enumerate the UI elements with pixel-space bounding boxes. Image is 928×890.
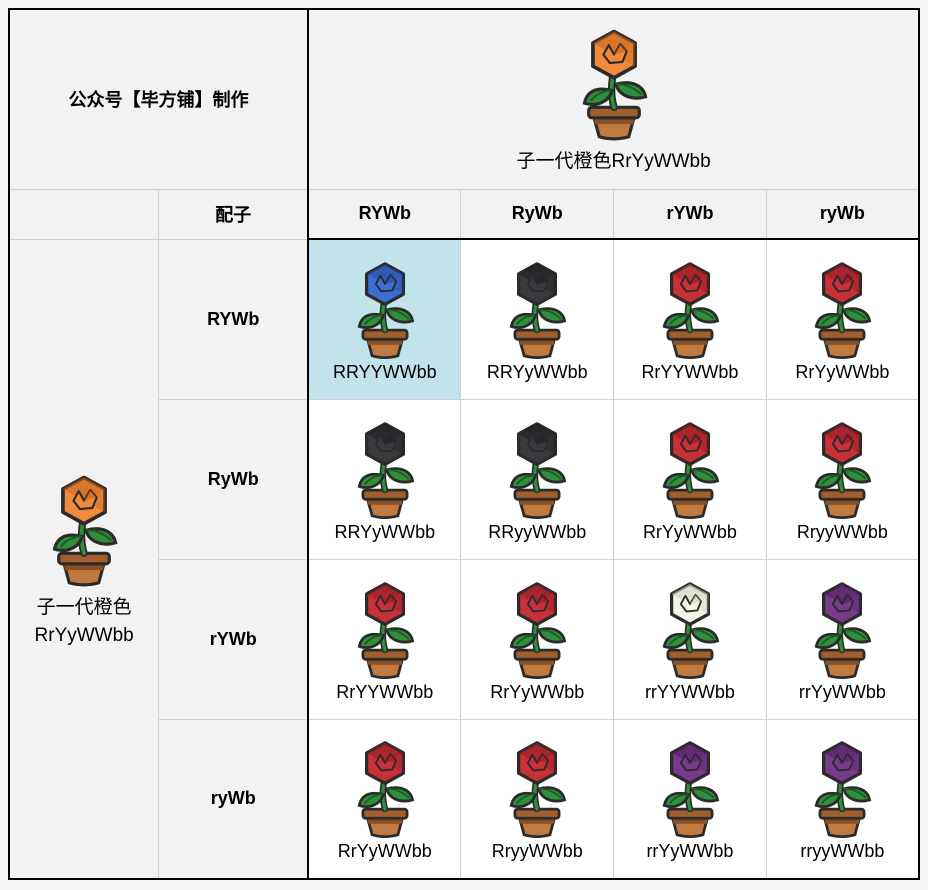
genotype: RRYYWWbb bbox=[333, 362, 437, 383]
cell-3-3: rryyWWbb bbox=[766, 719, 919, 879]
flower-icon bbox=[491, 576, 583, 680]
genotype: rrYyWWbb bbox=[646, 841, 733, 862]
cell-1-2: RrYyWWbb bbox=[614, 399, 767, 559]
cell-0-3: RrYyWWbb bbox=[766, 239, 919, 399]
parent-top-flower-icon bbox=[559, 23, 669, 141]
flower-icon bbox=[796, 576, 888, 680]
cell-2-3: rrYyWWbb bbox=[766, 559, 919, 719]
flower-icon bbox=[796, 256, 888, 360]
flower-icon bbox=[644, 735, 736, 839]
parent-left-flower-icon bbox=[29, 469, 139, 587]
punnett-square: 公众号【毕方铺】制作 子一代橙色RrYyWWbb 配子 RYWb RyWb rY… bbox=[8, 8, 920, 880]
cell-0-0: RRYYWWbb bbox=[308, 239, 461, 399]
flower-icon bbox=[339, 416, 431, 520]
genotype: RrYYWWbb bbox=[336, 682, 433, 703]
flower-icon bbox=[491, 735, 583, 839]
parent-top-label: 子一代橙色RrYyWWbb bbox=[516, 149, 710, 175]
genotype: RrYyWWbb bbox=[490, 682, 584, 703]
credit-cell: 公众号【毕方铺】制作 bbox=[9, 9, 308, 189]
row-gamete-3: ryWb bbox=[159, 719, 308, 879]
cell-1-3: RryyWWbb bbox=[766, 399, 919, 559]
credit-text: 公众号【毕方铺】制作 bbox=[69, 90, 249, 110]
flower-icon bbox=[339, 576, 431, 680]
cell-3-2: rrYyWWbb bbox=[614, 719, 767, 879]
parent-left-label-2: RrYyWWbb bbox=[35, 623, 134, 649]
genotype: rrYyWWbb bbox=[799, 682, 886, 703]
genotype: RRyyWWbb bbox=[488, 522, 586, 543]
genotype: RryyWWbb bbox=[492, 841, 583, 862]
flower-icon bbox=[644, 416, 736, 520]
flower-icon bbox=[644, 256, 736, 360]
cell-0-2: RrYYWWbb bbox=[614, 239, 767, 399]
genotype: rryyWWbb bbox=[800, 841, 884, 862]
row-gamete-2: rYWb bbox=[159, 559, 308, 719]
genotype: RrYyWWbb bbox=[338, 841, 432, 862]
cell-1-0: RRYyWWbb bbox=[308, 399, 461, 559]
parent-left-cell: 子一代橙色 RrYyWWbb bbox=[9, 239, 159, 879]
genotype: rrYYWWbb bbox=[645, 682, 735, 703]
genotype: RRYyWWbb bbox=[334, 522, 435, 543]
flower-icon bbox=[339, 735, 431, 839]
gamete-header: 配子 bbox=[159, 189, 308, 239]
cell-3-1: RryyWWbb bbox=[461, 719, 614, 879]
cell-2-2: rrYYWWbb bbox=[614, 559, 767, 719]
col-gamete-0: RYWb bbox=[308, 189, 461, 239]
parent-top-cell: 子一代橙色RrYyWWbb bbox=[308, 9, 919, 189]
genotype: RrYyWWbb bbox=[795, 362, 889, 383]
genotype: RryyWWbb bbox=[797, 522, 888, 543]
col-gamete-2: rYWb bbox=[614, 189, 767, 239]
flower-icon bbox=[491, 416, 583, 520]
row-gamete-1: RyWb bbox=[159, 399, 308, 559]
genotype: RrYyWWbb bbox=[643, 522, 737, 543]
col-gamete-3: ryWb bbox=[766, 189, 919, 239]
cell-0-1: RRYyWWbb bbox=[461, 239, 614, 399]
parent-left-label-1: 子一代橙色 bbox=[37, 595, 132, 621]
genotype: RrYYWWbb bbox=[641, 362, 738, 383]
spacer-cell bbox=[9, 189, 159, 239]
flower-icon bbox=[491, 256, 583, 360]
flower-icon bbox=[644, 576, 736, 680]
flower-icon bbox=[339, 256, 431, 360]
cell-1-1: RRyyWWbb bbox=[461, 399, 614, 559]
cell-3-0: RrYyWWbb bbox=[308, 719, 461, 879]
row-gamete-0: RYWb bbox=[159, 239, 308, 399]
cell-2-0: RrYYWWbb bbox=[308, 559, 461, 719]
flower-icon bbox=[796, 735, 888, 839]
cell-2-1: RrYyWWbb bbox=[461, 559, 614, 719]
col-gamete-1: RyWb bbox=[461, 189, 614, 239]
flower-icon bbox=[796, 416, 888, 520]
genotype: RRYyWWbb bbox=[487, 362, 588, 383]
